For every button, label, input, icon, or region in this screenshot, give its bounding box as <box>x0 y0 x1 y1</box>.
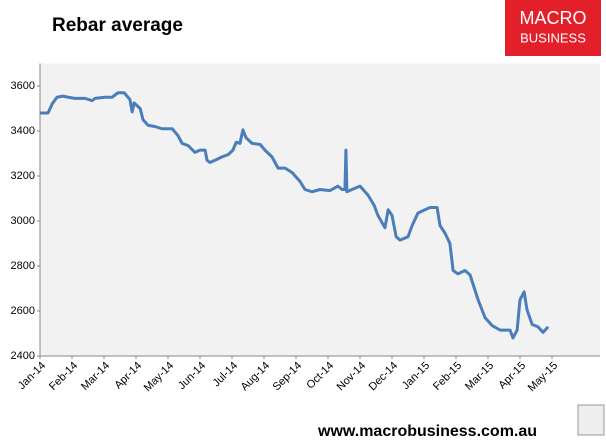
y-tick-label: 2600 <box>11 305 35 317</box>
y-tick-label: 2800 <box>11 260 35 272</box>
x-tick-label: May-14 <box>142 360 176 394</box>
x-tick-label: Aug-14 <box>239 360 273 394</box>
x-tick-label: Feb-14 <box>47 360 80 393</box>
logo-top: MACRO <box>520 8 587 28</box>
x-tick-label: Sep-14 <box>271 360 305 394</box>
x-tick-label: Jan-15 <box>400 360 432 392</box>
plot-area <box>40 63 600 356</box>
wolf-icon <box>577 404 605 436</box>
x-tick-label: Mar-15 <box>463 360 496 393</box>
logo-box <box>505 0 601 56</box>
y-tick-label: 2400 <box>11 350 35 362</box>
y-tick-label: 3200 <box>11 170 35 182</box>
line <box>40 91 550 340</box>
x-tick-label: Jan-14 <box>16 360 48 392</box>
x-tick-label: Jul-14 <box>210 360 240 390</box>
x-tick-label: May-15 <box>526 360 560 394</box>
x-tick-label: Oct-14 <box>304 360 336 392</box>
footer: www.macrobusiness.com.au <box>317 423 537 440</box>
x-tick-label: Nov-14 <box>335 360 369 394</box>
x-tick-label: Feb-15 <box>431 360 464 393</box>
x-tick-label: Jun-14 <box>176 360 208 392</box>
x-tick-label: Mar-14 <box>79 360 112 393</box>
x-tick-label: Dec-14 <box>367 360 401 394</box>
logo-bottom: BUSINESS <box>520 30 586 45</box>
x-tick-label: Apr-14 <box>112 360 144 392</box>
x-tick-label: Apr-15 <box>496 360 528 392</box>
y-tick-label: 3400 <box>11 125 35 137</box>
y-tick-label: 3600 <box>11 80 35 92</box>
y-tick-label: 3000 <box>11 215 35 227</box>
chart-title: Rebar average <box>52 15 183 36</box>
